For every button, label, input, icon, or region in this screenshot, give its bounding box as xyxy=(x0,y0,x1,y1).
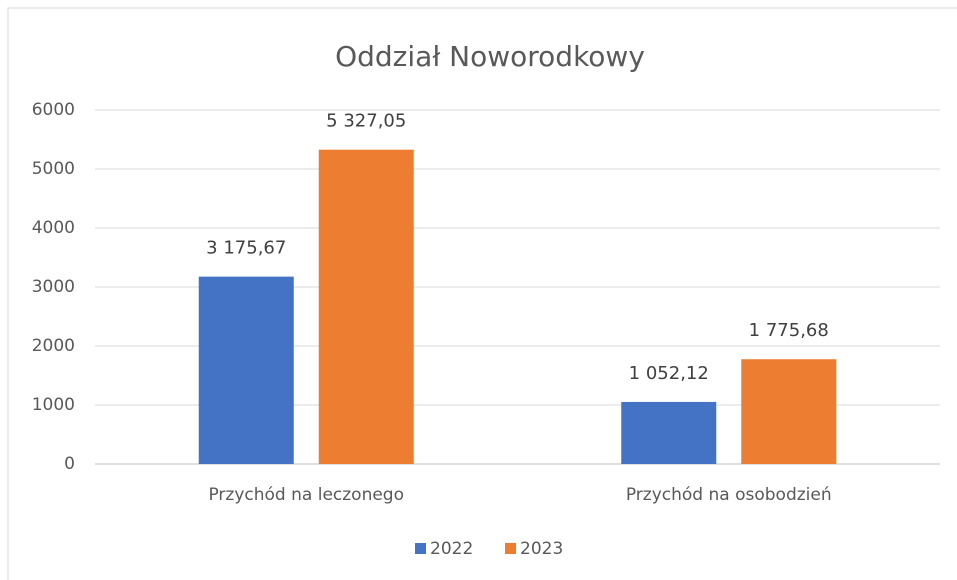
legend-label: 2023 xyxy=(520,539,563,559)
bar xyxy=(741,359,837,464)
data-label: 1 775,68 xyxy=(749,320,829,341)
bar xyxy=(621,401,717,464)
y-tick-label: 3000 xyxy=(32,277,75,297)
x-tick-label: Przychód na osobodzień xyxy=(626,485,832,505)
legend-label: 2022 xyxy=(430,539,473,559)
y-tick-label: 6000 xyxy=(32,100,75,120)
y-tick-label: 0 xyxy=(64,454,75,474)
y-tick-label: 1000 xyxy=(32,395,75,415)
legend-swatch xyxy=(505,543,516,554)
chart-border xyxy=(7,7,957,580)
y-tick-label: 5000 xyxy=(32,159,75,179)
legend-swatch xyxy=(415,543,426,554)
x-tick-label: Przychód na leczonego xyxy=(208,485,404,505)
data-label: 3 175,67 xyxy=(206,238,286,259)
chart-title: Oddział Noworodkowy xyxy=(335,40,645,73)
bar xyxy=(198,276,294,464)
data-label: 1 052,12 xyxy=(629,363,709,384)
data-label: 5 327,05 xyxy=(326,111,406,132)
bar xyxy=(318,149,414,465)
y-tick-label: 2000 xyxy=(32,336,75,356)
y-tick-label: 4000 xyxy=(32,218,75,238)
